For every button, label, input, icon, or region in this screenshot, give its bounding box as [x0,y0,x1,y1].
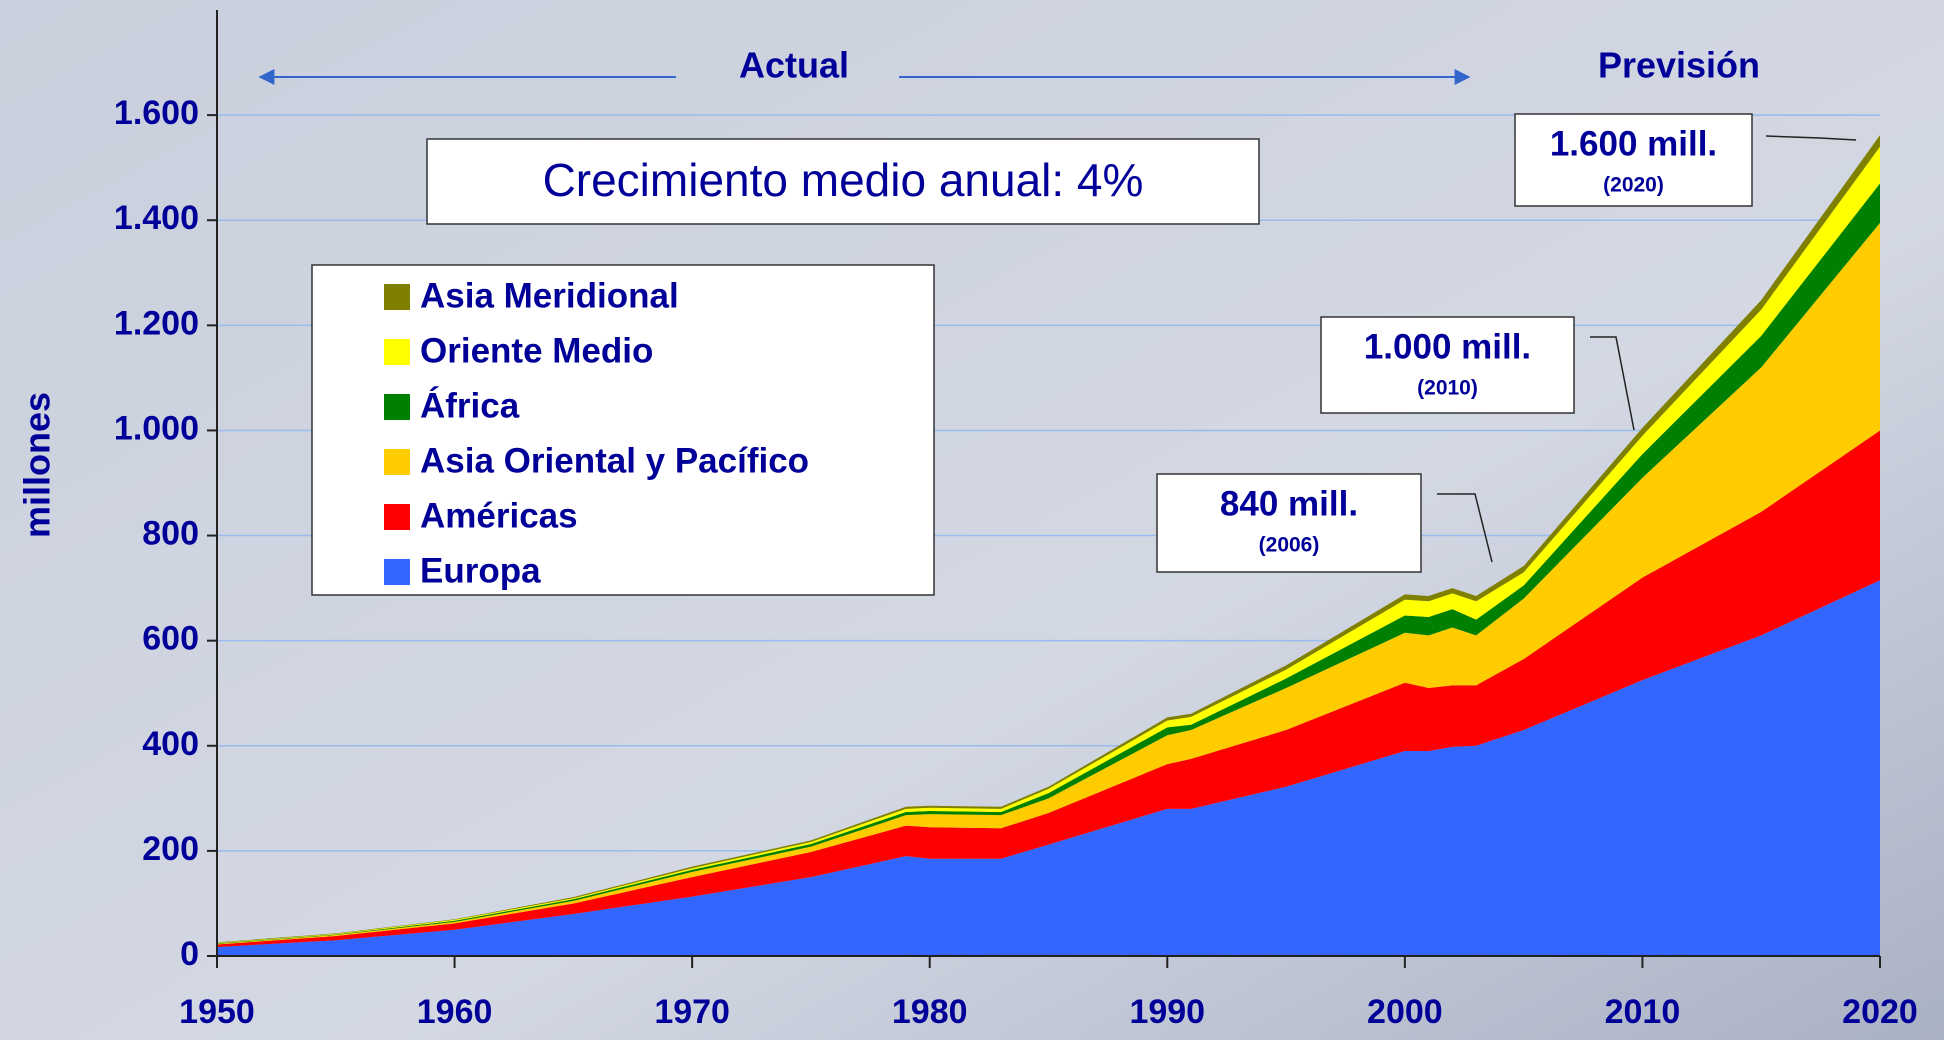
legend-swatch [384,504,410,530]
y-tick-label: 400 [142,725,199,763]
annotation-box [1156,473,1422,573]
growth-note: Crecimiento medio anual: 4% [543,154,1144,206]
y-tick-label: 1.600 [114,94,199,132]
growth-box [426,138,1260,225]
annotation-leader [1590,336,1635,431]
x-tick-label: 1980 [892,993,968,1031]
legend-swatch [384,449,410,475]
area [217,222,1880,945]
y-tick-label: 0 [180,935,199,973]
y-tick-label: 1.400 [114,199,199,237]
y-tick-label: 1.000 [114,409,199,447]
annotation-leader [1437,493,1493,563]
y-tick-label: 600 [142,620,199,658]
annotation-sub: (2006) [1259,534,1320,557]
y-tick-label: 200 [142,830,199,868]
y-tick-label: 1.200 [114,304,199,342]
header-forecast: Previsión [1598,45,1760,86]
annotation-sub: (2010) [1417,377,1478,400]
x-tick-label: 1990 [1129,993,1205,1031]
annotation-leader [1765,135,1857,141]
legend-label: Oriente Medio [420,331,653,370]
y-tick-label: 800 [142,515,199,553]
x-tick-label: 2010 [1605,993,1681,1031]
area [217,580,1880,956]
annotation-box [1514,113,1753,207]
annotation-box [1320,316,1575,414]
x-tick-label: 2020 [1842,993,1918,1031]
annotation-text: 1.000 mill. [1364,327,1531,366]
legend-label: África [420,385,520,425]
area [217,146,1880,944]
legend-swatch [384,559,410,585]
legend-label: Europa [420,551,541,590]
annotation-text: 840 mill. [1220,484,1358,523]
legend-label: Asia Meridional [420,276,679,315]
x-tick-label: 1950 [179,993,255,1031]
legend-items: Asia Meridional Oriente Medio África Asia O… [384,276,809,590]
header-actual: Actual [739,45,849,86]
legend-label: Américas [420,496,578,535]
legend [311,264,935,596]
legend-swatch [384,284,410,310]
x-tick-label: 1960 [417,993,493,1031]
y-axis-label: millones [17,392,58,538]
area [217,430,1880,948]
annotations: 1.600 mill. (2020) 1.000 mill. (2010) 840 mi… [1156,113,1857,573]
area [217,135,1880,943]
legend-swatch [384,394,410,420]
legend-swatch [384,339,410,365]
x-tick-label: 1970 [654,993,730,1031]
x-tick-label: 2000 [1367,993,1443,1031]
area [217,183,1880,944]
annotation-sub: (2020) [1603,174,1664,197]
annotation-text: 1.600 mill. [1550,124,1717,163]
legend-label: Asia Oriental y Pacífico [420,441,809,480]
